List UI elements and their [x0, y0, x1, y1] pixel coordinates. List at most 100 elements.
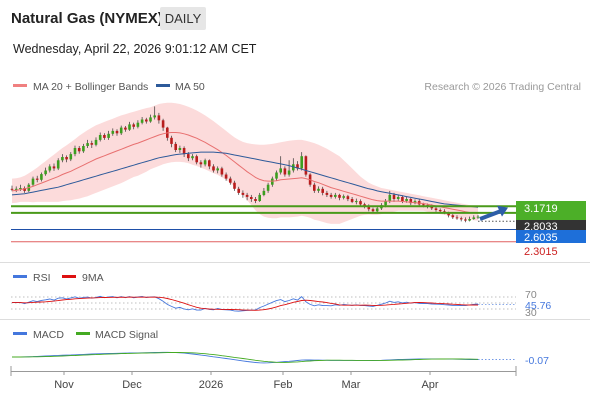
candle-body	[258, 194, 261, 201]
candle-body	[132, 124, 135, 127]
candle-body	[317, 188, 320, 191]
candle-body	[149, 117, 152, 122]
timestamp: Wednesday, April 22, 2026 9:01:12 AM CET	[13, 42, 257, 56]
candle-body	[304, 156, 308, 175]
rsi-legend: RSI	[33, 272, 51, 284]
candle-body	[329, 194, 333, 197]
candle-body	[216, 168, 219, 171]
macd-legend: MACD	[33, 329, 64, 341]
candle-body	[350, 199, 354, 202]
candle-body	[438, 210, 442, 212]
candle-body	[145, 119, 148, 122]
candle-body	[271, 178, 274, 185]
macd-signal-swatch	[76, 332, 90, 335]
candle-body	[283, 168, 287, 175]
candle-body	[447, 213, 450, 216]
x-tick-label: Feb	[274, 379, 293, 391]
candle-body	[229, 178, 232, 183]
forecast-arrow-shaft	[479, 208, 503, 221]
candle-body	[472, 217, 476, 219]
candle-body	[82, 146, 85, 152]
candle-body	[313, 184, 316, 191]
candle-body	[245, 194, 249, 197]
rsi-level-70: 70	[525, 289, 537, 301]
candle-body	[296, 164, 299, 169]
candle-body	[338, 194, 341, 198]
candle-body	[119, 127, 123, 134]
x-tick-label: 2026	[199, 379, 223, 391]
candle-body	[279, 168, 282, 173]
candle-body	[224, 174, 228, 179]
candle-body	[384, 201, 387, 206]
ma20-line	[11, 132, 479, 214]
bollinger-band-fill	[12, 102, 478, 224]
candle-body	[334, 194, 337, 197]
macd-swatch	[13, 332, 27, 335]
candle-body	[107, 133, 110, 138]
candle-body	[65, 157, 68, 160]
candle-body	[396, 197, 400, 199]
candle-body	[182, 148, 186, 155]
candle-body	[262, 190, 266, 195]
candle-body	[98, 135, 102, 140]
candle-body	[208, 160, 211, 167]
candle-body	[56, 160, 60, 169]
timeframe-badge[interactable]: DAILY	[160, 7, 206, 30]
rsi-ma-line	[12, 296, 478, 311]
candle-body	[19, 188, 22, 189]
ma20-swatch	[13, 84, 27, 87]
candle-body	[187, 154, 190, 159]
candle-body	[103, 135, 106, 138]
candle-body	[405, 199, 408, 201]
candle-body	[220, 168, 224, 175]
candle-body	[61, 157, 64, 161]
candle-body	[128, 124, 131, 130]
candle-body	[375, 208, 379, 212]
candle-body	[52, 166, 56, 169]
candle-body	[287, 170, 291, 175]
candle-body	[422, 204, 425, 206]
price-tag-resistance-2	[516, 213, 586, 220]
candle-body	[409, 199, 413, 204]
x-axis-ticks: Nov Dec 2026 Feb Mar Apr	[10, 366, 517, 391]
macd-line	[12, 351, 478, 364]
candle-body	[35, 178, 39, 180]
candle-body	[86, 143, 89, 146]
candle-body	[174, 143, 177, 150]
candle-body	[266, 184, 270, 191]
x-tick-label: Nov	[54, 379, 74, 391]
candle-body	[371, 209, 375, 212]
candle-body	[250, 197, 253, 199]
candle-body	[321, 188, 324, 193]
x-tick-label: Apr	[421, 379, 438, 391]
rsi-ma-swatch	[62, 275, 76, 278]
x-tick-label: Dec	[122, 379, 142, 391]
candle-body	[199, 162, 203, 165]
candle-body	[363, 204, 366, 206]
candle-body	[254, 199, 257, 201]
price-levels	[11, 205, 516, 243]
candle-body	[170, 137, 173, 144]
rsi-value: 45.76	[525, 300, 551, 312]
rsi-level-30: 30	[525, 307, 537, 319]
candle-body	[455, 217, 459, 219]
candle-body	[346, 196, 350, 200]
rsi-lines	[11, 295, 516, 312]
candle-body	[392, 194, 396, 199]
candle-body	[300, 156, 303, 169]
candle-body	[237, 188, 240, 193]
instrument-title: Natural Gas (NYMEX)	[11, 10, 163, 27]
candle-body	[464, 219, 467, 221]
credit-text: Research © 2026 Trading Central	[424, 81, 581, 93]
candle-body	[115, 130, 119, 134]
candle-body	[31, 178, 35, 185]
candle-body	[476, 216, 480, 218]
candle-body	[48, 166, 52, 171]
candle-body	[23, 188, 26, 191]
candle-body	[124, 127, 127, 130]
macd-lines	[12, 351, 516, 364]
forecast-arrow-head	[497, 205, 508, 217]
moving-averages	[11, 132, 479, 214]
candle-body	[241, 192, 245, 195]
